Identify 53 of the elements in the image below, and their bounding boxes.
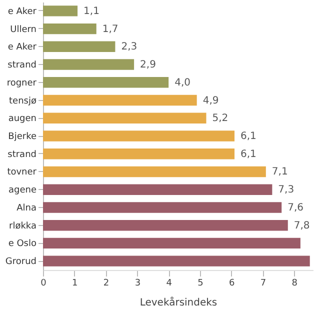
- bar: [43, 130, 235, 142]
- bar: [43, 202, 282, 213]
- y-tick-label: e Oslo: [8, 239, 37, 250]
- x-tick-label: 0: [40, 278, 47, 288]
- bar: [43, 94, 197, 106]
- bar: [43, 166, 266, 178]
- bar: [43, 112, 206, 124]
- data-label: 1,7: [102, 24, 118, 35]
- y-tick-label: e Aker: [8, 42, 37, 53]
- y-tick-label: Ullern: [10, 24, 36, 35]
- data-label: 7,6: [288, 202, 304, 214]
- y-tick-label: Grorud: [5, 257, 36, 268]
- bar: [43, 23, 96, 34]
- y-tick-label: e Aker: [8, 6, 37, 17]
- data-label: 7,8: [294, 220, 310, 232]
- data-label: 4,9: [202, 95, 219, 106]
- bar: [43, 220, 288, 231]
- x-tick-label: 7: [260, 278, 266, 288]
- data-label: 6,1: [240, 131, 256, 142]
- data-label: 5,2: [212, 113, 228, 124]
- x-axis-title: Levekårsindeks: [140, 296, 218, 308]
- bar: [43, 6, 78, 16]
- bar: [43, 59, 134, 70]
- bar: [43, 256, 310, 266]
- y-tick-label: tovner: [7, 168, 37, 178]
- x-tick-label: 5: [198, 278, 204, 288]
- y-tick-label: rogner: [6, 78, 37, 88]
- bar: [43, 148, 235, 160]
- x-tick-label: 8: [292, 278, 298, 288]
- data-label: 2,3: [121, 42, 138, 53]
- data-label: 6,1: [240, 148, 256, 160]
- bar: [43, 238, 300, 249]
- bar: [43, 77, 169, 88]
- y-tick-label: Alna: [16, 203, 36, 214]
- bar: [43, 184, 272, 195]
- x-tick-label: 3: [134, 278, 141, 288]
- bar: [43, 41, 116, 52]
- y-tick-label: rløkka: [9, 221, 36, 232]
- y-tick-label: Bjerke: [8, 132, 37, 142]
- y-tick-label: augen: [8, 114, 36, 124]
- x-tick-label: 6: [229, 278, 236, 288]
- y-tick-label: tensjø: [9, 96, 37, 106]
- y-tick-label: strand: [8, 150, 36, 160]
- data-label: 7,1: [272, 166, 288, 178]
- data-label: 2,9: [140, 60, 156, 71]
- x-tick-label: 2: [103, 278, 110, 288]
- data-label: 7,3: [278, 184, 294, 196]
- y-tick-label: agene: [8, 186, 37, 196]
- x-tick-label: 4: [166, 278, 172, 288]
- data-label: 1,1: [84, 6, 100, 17]
- y-tick-label: strand: [8, 60, 36, 71]
- x-tick-label: 1: [72, 278, 78, 288]
- data-label: 4,0: [174, 77, 190, 88]
